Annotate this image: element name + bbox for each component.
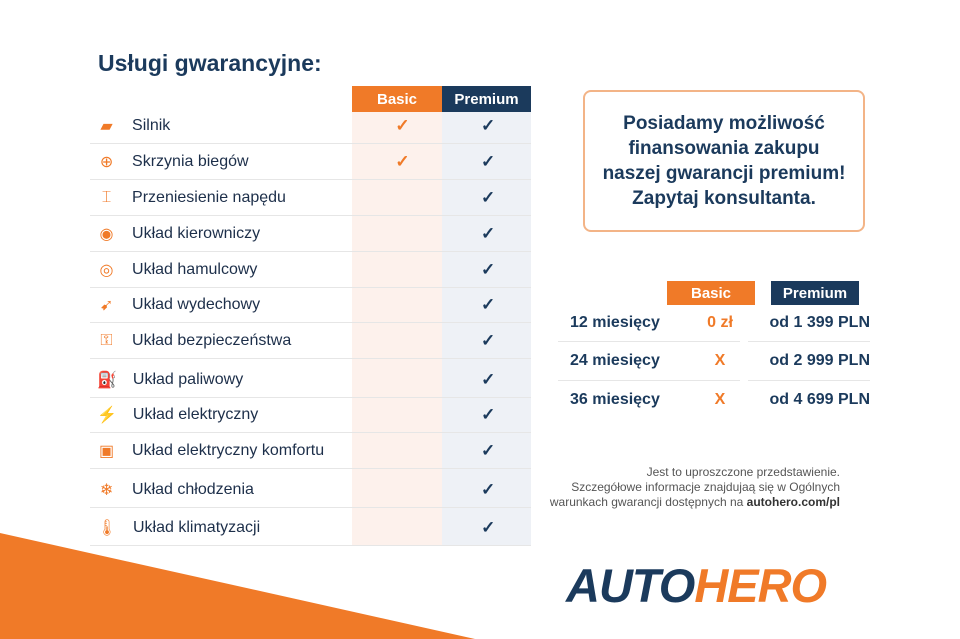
- service-row: ⚿ Układ bezpieczeństwa ✓: [90, 323, 531, 359]
- service-label: Układ wydechowy: [132, 295, 261, 313]
- logo-auto: AUTO: [566, 559, 695, 612]
- basic-price: 0 zł: [707, 314, 733, 331]
- service-label: Silnik: [132, 116, 171, 134]
- basic-price: X: [714, 391, 726, 408]
- service-row: ◉ Układ kierowniczy ✓: [90, 216, 531, 252]
- service-row: ⌶ Przeniesienie napędu ✓: [90, 180, 531, 216]
- battery-icon: ⚡: [97, 406, 117, 424]
- premium-column-bg: [442, 112, 531, 545]
- basic-check-icon: ✓: [395, 151, 410, 171]
- service-label: Układ chłodzenia: [132, 480, 254, 498]
- premium-check-icon: ✓: [481, 187, 496, 207]
- divider: [558, 341, 740, 342]
- divider: [748, 380, 870, 381]
- premium-check-icon: ✓: [481, 259, 496, 279]
- duration: 36 miesięcy: [570, 391, 660, 408]
- pricing-premium-header: Premium: [771, 281, 859, 305]
- service-label: Układ klimatyzacji: [133, 518, 261, 536]
- basic-price: X: [714, 352, 726, 369]
- disclaimer-line: Jest to uproszczone przedstawienie.: [646, 465, 840, 479]
- pricing-row: 12 miesięcy 0 zł od 1 399 PLN: [558, 304, 870, 342]
- service-label: Układ kierowniczy: [132, 224, 261, 242]
- disclaimer: Jest to uproszczone przedstawienie. Szcz…: [550, 465, 840, 510]
- promo-line: Zapytaj konsultanta.: [632, 188, 816, 209]
- snowflake-icon: ❄: [99, 481, 114, 499]
- premium-check-icon: ✓: [481, 223, 496, 243]
- divider: [748, 341, 870, 342]
- service-label: Układ hamulcowy: [132, 260, 258, 278]
- service-row: ➹ Układ wydechowy ✓: [90, 287, 531, 323]
- basic-column-bg: [352, 112, 442, 545]
- brake-disc-icon: ◎: [99, 261, 114, 279]
- service-row: ❄ Układ chłodzenia ✓: [90, 472, 531, 508]
- premium-check-icon: ✓: [481, 294, 496, 314]
- page-title: Usługi gwarancyjne:: [98, 50, 322, 76]
- basic-check-icon: ✓: [395, 115, 410, 135]
- basic-column-header: Basic: [352, 86, 442, 112]
- gearbox-icon: ⊕: [99, 153, 114, 171]
- engine-icon: ▰: [100, 117, 113, 135]
- steering-wheel-icon: ◉: [99, 225, 114, 243]
- logo-hero: HERO: [694, 559, 827, 612]
- service-label: Układ elektryczny: [132, 405, 259, 423]
- service-row: ◎ Układ hamulcowy ✓: [90, 252, 531, 288]
- fuel-icon: ⛽: [97, 371, 117, 389]
- seatbelt-icon: ⚿: [100, 331, 113, 349]
- duration: 24 miesięcy: [570, 352, 660, 369]
- service-row: ▰ Silnik ✓ ✓: [90, 108, 531, 144]
- promo-line: Posiadamy możliwość: [623, 113, 825, 134]
- financing-promo-box: Posiadamy możliwość finansowania zakupu …: [583, 90, 865, 232]
- promo-line: naszej gwarancji premium!: [602, 163, 846, 184]
- service-row: ⊕ Skrzynia biegów ✓ ✓: [90, 144, 531, 180]
- premium-check-icon: ✓: [481, 440, 496, 460]
- service-row: ⛽ Układ paliwowy ✓: [90, 362, 531, 398]
- divider: [558, 380, 740, 381]
- service-row: 🌡 Układ klimatyzacji ✓: [90, 510, 531, 546]
- service-row: ▣ Układ elektryczny komfortu ✓: [90, 433, 531, 469]
- exhaust-icon: ➹: [99, 296, 114, 314]
- service-label: Przeniesienie napędu: [132, 188, 286, 206]
- duration: 12 miesięcy: [570, 314, 660, 331]
- service-label: Układ paliwowy: [132, 370, 244, 388]
- autohero-link[interactable]: autohero.com/pl: [746, 495, 840, 509]
- promo-line: finansowania zakupu: [628, 138, 820, 159]
- thermometer-icon: 🌡: [96, 519, 118, 537]
- premium-check-icon: ✓: [481, 330, 496, 350]
- premium-check-icon: ✓: [481, 151, 496, 171]
- disclaimer-line: Szczegółowe informacje znajdujaą się w O…: [571, 480, 840, 494]
- drivetrain-icon: ⌶: [101, 188, 112, 206]
- chip-icon: ▣: [98, 442, 115, 460]
- premium-price: od 4 699 PLN: [769, 391, 870, 408]
- premium-check-icon: ✓: [481, 479, 496, 499]
- pricing-basic-header: Basic: [667, 281, 755, 305]
- service-label: Skrzynia biegów: [132, 152, 249, 170]
- premium-price: od 2 999 PLN: [769, 352, 870, 369]
- premium-check-icon: ✓: [481, 115, 496, 135]
- premium-check-icon: ✓: [481, 517, 496, 537]
- autohero-logo: AUTOHERO: [566, 558, 827, 613]
- service-label: Układ elektryczny komfortu: [132, 441, 325, 459]
- premium-price: od 1 399 PLN: [769, 314, 870, 331]
- premium-check-icon: ✓: [481, 404, 496, 424]
- service-row: ⚡ Układ elektryczny ✓: [90, 397, 531, 433]
- premium-column-header: Premium: [442, 86, 531, 112]
- service-label: Układ bezpieczeństwa: [132, 331, 292, 349]
- premium-check-icon: ✓: [481, 369, 496, 389]
- disclaimer-line: warunkach gwarancji dostępnych na: [549, 495, 747, 509]
